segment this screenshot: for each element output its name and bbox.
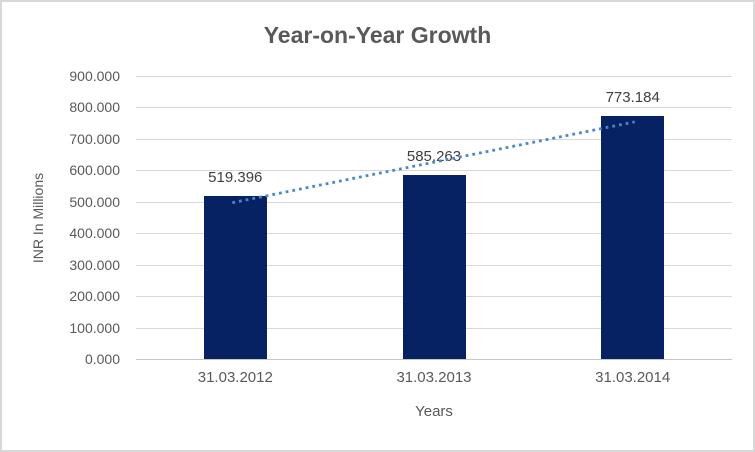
y-tick-label: 500.000 (69, 193, 120, 210)
y-tick-label: 0.000 (84, 351, 120, 367)
x-axis-title: Years (415, 403, 453, 420)
bar (402, 175, 466, 359)
bar-value-label: 585.263 (406, 148, 462, 165)
gridline (136, 107, 732, 109)
y-tick-label: 900.000 (69, 68, 120, 84)
y-tick-label: 200.000 (69, 288, 120, 305)
gridline (136, 359, 732, 360)
bar-value-label: 773.184 (605, 88, 660, 106)
y-tick-label: 100.000 (69, 319, 120, 336)
x-tick-label: 31.03.2014 (595, 369, 671, 386)
x-tick-label: 31.03.2013 (396, 369, 472, 386)
y-tick-label: 600.000 (69, 162, 120, 179)
chart-title: Year-on-Year Growth (263, 22, 492, 48)
y-tick-label: 700.000 (69, 130, 120, 147)
x-tick-label: 31.03.2012 (197, 369, 273, 386)
bar (601, 115, 665, 359)
y-tick-label: 400.000 (69, 225, 120, 242)
y-tick-label: 300.000 (69, 256, 120, 273)
bar-value-label: 519.396 (208, 168, 263, 186)
y-tick-label: 800.000 (69, 99, 120, 116)
bar (203, 195, 267, 359)
gridline (136, 76, 732, 77)
